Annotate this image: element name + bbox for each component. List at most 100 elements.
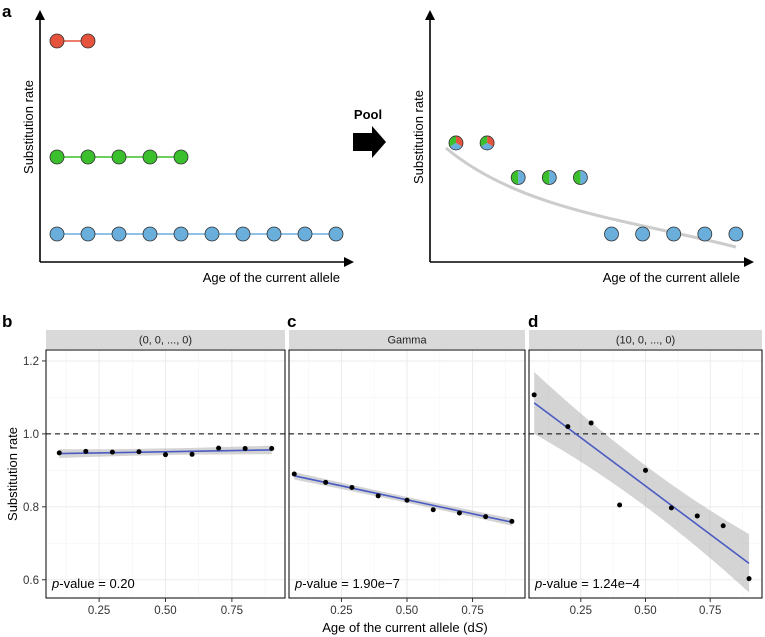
p-value-prefix: p <box>534 576 542 591</box>
a-right-point-outline <box>728 226 744 242</box>
x-tick-label: 0.50 <box>634 605 656 617</box>
a-right-point-outline <box>541 170 557 185</box>
data-point <box>242 445 248 451</box>
shared-xlabel-prefix: Age of the current allele (d <box>322 620 474 635</box>
data-point <box>588 420 594 426</box>
a-right-point-outline <box>666 226 682 242</box>
shared-xlabel-suffix: ) <box>483 620 487 635</box>
data-point <box>269 445 275 451</box>
a-left-blue-point <box>80 226 96 242</box>
panel-c: Gamma 0.25 0.50 0.75 p-value = 1.90e−7 <box>288 330 526 617</box>
a-left-blue-point <box>297 226 313 242</box>
x-tick-label: 0.50 <box>154 605 176 617</box>
a-right-point <box>728 226 744 242</box>
a-left-ylabel: Substitution rate <box>21 80 36 174</box>
p-value-d: p-value = 1.24e−4 <box>534 576 640 591</box>
a-left-blue-point <box>173 226 189 242</box>
a-right-pie-slice <box>580 170 588 185</box>
a-right-point-outline <box>573 170 588 185</box>
a-right-pie-slice <box>518 170 526 185</box>
a-left-green-point <box>49 149 65 165</box>
plot-area-b <box>46 433 285 458</box>
data-point <box>720 523 726 529</box>
data-point <box>83 448 89 454</box>
data-point <box>565 424 571 430</box>
a-right-point-outline <box>697 226 713 242</box>
y-tick-label: 1.2 <box>23 356 39 368</box>
panel-d: (10, 0, ..., 0) 0.25 0.50 0.75 p-value = 1.2… <box>528 330 763 617</box>
panel-letter-d: d <box>528 312 538 331</box>
strip-d <box>529 330 762 349</box>
a-right-point-outline <box>448 135 464 151</box>
a-right-point-fill <box>666 227 681 241</box>
a-left-blue-point <box>328 226 344 242</box>
x-tick-label: 0.75 <box>699 605 721 617</box>
a-right-point <box>510 170 526 185</box>
a-right-point <box>604 226 619 242</box>
a-left-red-point <box>49 33 65 49</box>
a-right-point <box>697 226 713 242</box>
plot-area-d <box>529 371 762 593</box>
a-right-point <box>635 226 650 242</box>
grid-c <box>289 350 525 598</box>
a-right-pie-slice <box>511 170 519 185</box>
a-right-point <box>541 170 557 185</box>
data-point <box>430 507 436 513</box>
a-left-blue-point <box>142 226 158 242</box>
p-value-c: p-value = 1.90e−7 <box>294 576 400 591</box>
data-point <box>643 467 648 473</box>
panel-a-left: Substitution rate Age of the current all… <box>21 10 354 285</box>
strip-c <box>289 330 525 349</box>
a-left-blue-point <box>49 226 65 242</box>
a-left-blue-point <box>266 226 282 242</box>
shared-xlabel-italic: S <box>475 620 484 635</box>
fit-line <box>59 449 272 455</box>
x-tick-label: 0.25 <box>570 605 592 617</box>
panel-letter-a: a <box>2 2 12 21</box>
a-left-green-point <box>111 149 127 165</box>
panel-a-right: Substitution rate Age of the current all… <box>411 10 754 285</box>
a-right-pie-slice <box>542 170 550 185</box>
a-right-pie-slice <box>449 142 463 150</box>
x-tick-label: 0.50 <box>396 605 418 617</box>
p-value-text: -value = 1.24e−4 <box>542 576 640 591</box>
a-right-xlabel: Age of the current allele <box>603 270 740 285</box>
a-right-point <box>479 135 495 151</box>
data-point <box>404 497 410 503</box>
data-point <box>216 445 222 451</box>
a-left-green-point <box>173 149 189 165</box>
pool-arrow-icon <box>353 126 386 158</box>
shared-ylabel: Substitution rate <box>5 427 20 521</box>
x-tick-label: 0.25 <box>330 605 352 617</box>
data-point <box>483 514 489 520</box>
strip-label-c: Gamma <box>387 335 427 347</box>
data-point <box>509 518 515 524</box>
panel-letter-c: c <box>287 312 296 331</box>
data-point <box>694 513 700 519</box>
panel-b: (0, 0, ..., 0) 0.25 0.50 0.75 0.6 0.8 1.0 1.2 p-… <box>23 330 286 617</box>
data-point <box>189 451 195 457</box>
a-right-point-fill <box>604 227 619 241</box>
strip-label-d: (10, 0, ..., 0) <box>616 335 675 347</box>
a-right-point-outline <box>510 170 526 185</box>
a-right-point-fill <box>635 227 650 241</box>
shared-xlabel: Age of the current allele (dS) <box>322 620 488 635</box>
a-left-blue-point <box>204 226 220 242</box>
x-tick-label: 0.75 <box>221 605 243 617</box>
pool-label: Pool <box>354 107 382 122</box>
a-right-point-fill <box>728 227 743 241</box>
plot-area-c <box>289 433 525 526</box>
a-right-point <box>666 226 682 242</box>
a-left-green-point <box>80 149 96 165</box>
a-left-blue-point <box>235 226 251 242</box>
a-left-red-point <box>80 33 96 49</box>
data-point <box>668 505 674 511</box>
data-point <box>291 471 297 477</box>
a-right-point <box>573 170 588 185</box>
data-point <box>349 484 355 490</box>
a-right-point <box>448 135 464 151</box>
a-right-pie-slice <box>549 170 557 185</box>
p-value-text: -value = 1.90e−7 <box>302 576 400 591</box>
y-tick-label: 0.8 <box>23 502 39 514</box>
